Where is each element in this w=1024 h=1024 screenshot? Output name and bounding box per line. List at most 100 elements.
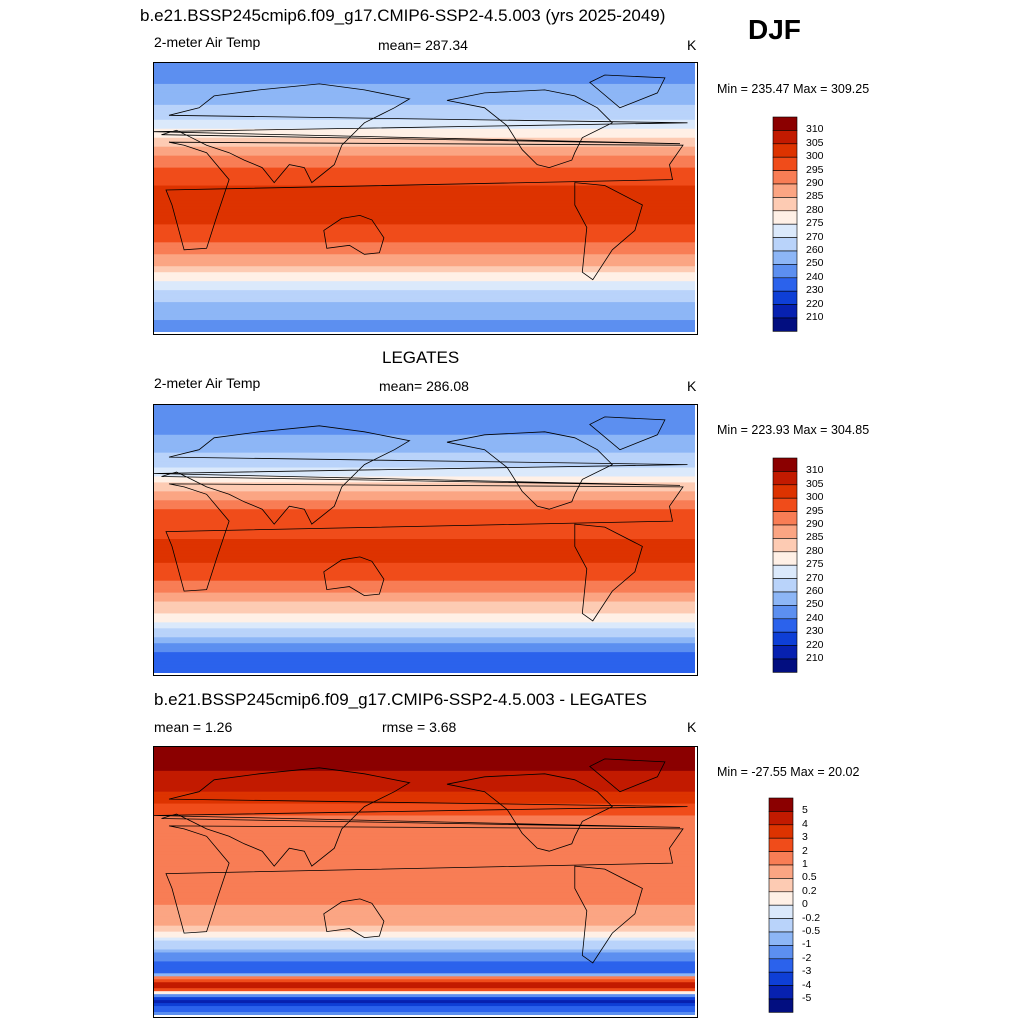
map-lat-band bbox=[154, 269, 695, 273]
colorbar-tick-label: 310 bbox=[806, 464, 824, 477]
map-lat-band bbox=[154, 1012, 695, 1015]
colorbar-box bbox=[772, 210, 798, 225]
map-lat-band bbox=[154, 107, 695, 112]
map-lat-band bbox=[154, 770, 695, 775]
map-lat-band bbox=[154, 227, 695, 231]
map-lat-band bbox=[154, 562, 695, 567]
map-lat-band bbox=[154, 71, 695, 76]
colorbar-box bbox=[768, 985, 794, 1000]
map-field bbox=[154, 405, 695, 673]
map-lat-band bbox=[154, 287, 695, 291]
colorbar-box bbox=[772, 250, 798, 265]
map-lat-band bbox=[154, 878, 695, 882]
map-lat-band bbox=[154, 988, 695, 992]
colorbar-box bbox=[772, 183, 798, 198]
coastline bbox=[165, 141, 684, 251]
colorbar-box bbox=[772, 170, 798, 185]
panel1-title: b.e21.BSSP245cmip6.f09_g17.CMIP6-SSP2-4.… bbox=[140, 6, 666, 25]
map-lat-band bbox=[154, 604, 695, 609]
colorbar-tick-label: -4 bbox=[802, 978, 812, 991]
map-lat-band bbox=[154, 158, 695, 163]
panel3-map bbox=[153, 746, 698, 1018]
map-lat-band bbox=[154, 749, 695, 754]
map-lat-band bbox=[154, 146, 695, 151]
colorbar-box bbox=[772, 143, 798, 158]
colorbar-tick-label: -2 bbox=[802, 951, 812, 964]
map-lat-band bbox=[154, 610, 695, 615]
map-lat-band bbox=[154, 179, 695, 184]
map-lat-band bbox=[154, 239, 695, 243]
map-lat-band bbox=[154, 101, 695, 106]
map-lat-band bbox=[154, 326, 695, 330]
colorbar-box bbox=[768, 824, 794, 839]
coastline bbox=[589, 416, 666, 451]
colorbar-box bbox=[772, 484, 798, 499]
map-lat-band bbox=[154, 476, 695, 481]
map-lat-band bbox=[154, 449, 695, 454]
coastline bbox=[165, 825, 684, 934]
map-lat-band bbox=[154, 173, 695, 178]
map-lat-band bbox=[154, 851, 695, 855]
map-lat-band bbox=[154, 191, 695, 196]
map-lat-band bbox=[154, 758, 695, 763]
map-lat-band bbox=[154, 224, 695, 228]
map-lat-band bbox=[154, 197, 695, 202]
colorbar-tick-label: 230 bbox=[806, 625, 824, 638]
panel2-minmax: Min = 223.93 Max = 304.85 bbox=[717, 423, 870, 437]
map-lat-band bbox=[154, 128, 695, 133]
colorbar-tick-label: 240 bbox=[806, 270, 824, 283]
colorbar-tick-label: -3 bbox=[802, 965, 812, 978]
panel1-mean-label: mean= 287.34 bbox=[378, 37, 468, 53]
map-lat-band bbox=[154, 616, 695, 620]
colorbar-box bbox=[772, 223, 798, 238]
colorbar-tick-label: 305 bbox=[806, 136, 824, 149]
map-lat-band bbox=[154, 994, 695, 998]
map-lat-band bbox=[154, 598, 695, 603]
colorbar-tick-label: 3 bbox=[802, 831, 808, 844]
colorbar-tick-label: 230 bbox=[806, 284, 824, 297]
map-lat-band bbox=[154, 329, 695, 332]
map-lat-band bbox=[154, 491, 695, 495]
map-lat-band bbox=[154, 815, 695, 820]
map-lat-band bbox=[154, 230, 695, 234]
map-lat-band bbox=[154, 791, 695, 796]
colorbar-tick-label: 290 bbox=[806, 177, 824, 189]
coastline bbox=[323, 556, 385, 597]
map-lat-band bbox=[154, 200, 695, 205]
map-lat-band bbox=[154, 997, 695, 1001]
map-lat-band bbox=[154, 803, 695, 808]
map-lat-band bbox=[154, 848, 695, 852]
map-lat-band bbox=[154, 473, 695, 478]
map-lat-band bbox=[154, 122, 695, 127]
colorbar-box bbox=[768, 851, 794, 866]
map-lat-band bbox=[154, 440, 695, 445]
colorbar-box bbox=[772, 304, 798, 319]
map-lat-band bbox=[154, 895, 695, 900]
colorbar-box bbox=[772, 156, 798, 171]
map-lat-band bbox=[154, 836, 695, 840]
coastline bbox=[154, 767, 688, 867]
map-lat-band bbox=[154, 263, 695, 267]
map-lat-band bbox=[154, 782, 695, 787]
map-field bbox=[154, 63, 695, 332]
map-lat-band bbox=[154, 110, 695, 115]
map-lat-band bbox=[154, 961, 695, 965]
colorbar-box bbox=[772, 511, 798, 526]
map-lat-band bbox=[154, 1009, 695, 1013]
map-lat-band bbox=[154, 236, 695, 240]
colorbar-tick-label: 220 bbox=[806, 297, 824, 310]
coastline bbox=[154, 83, 688, 184]
map-lat-band bbox=[154, 827, 695, 831]
map-lat-band bbox=[154, 907, 695, 912]
map-lat-band bbox=[154, 443, 695, 448]
colorbar-tick-label: 4 bbox=[802, 817, 808, 830]
colorbar-boxes bbox=[772, 116, 798, 332]
map-lat-band bbox=[154, 755, 695, 760]
colorbar-tick-label: 275 bbox=[806, 558, 824, 571]
map-lat-band bbox=[154, 116, 695, 121]
map-lat-band bbox=[154, 311, 695, 315]
coastline bbox=[323, 898, 385, 939]
coastline bbox=[446, 89, 613, 169]
map-lat-band bbox=[154, 934, 695, 939]
map-lat-band bbox=[154, 928, 695, 933]
